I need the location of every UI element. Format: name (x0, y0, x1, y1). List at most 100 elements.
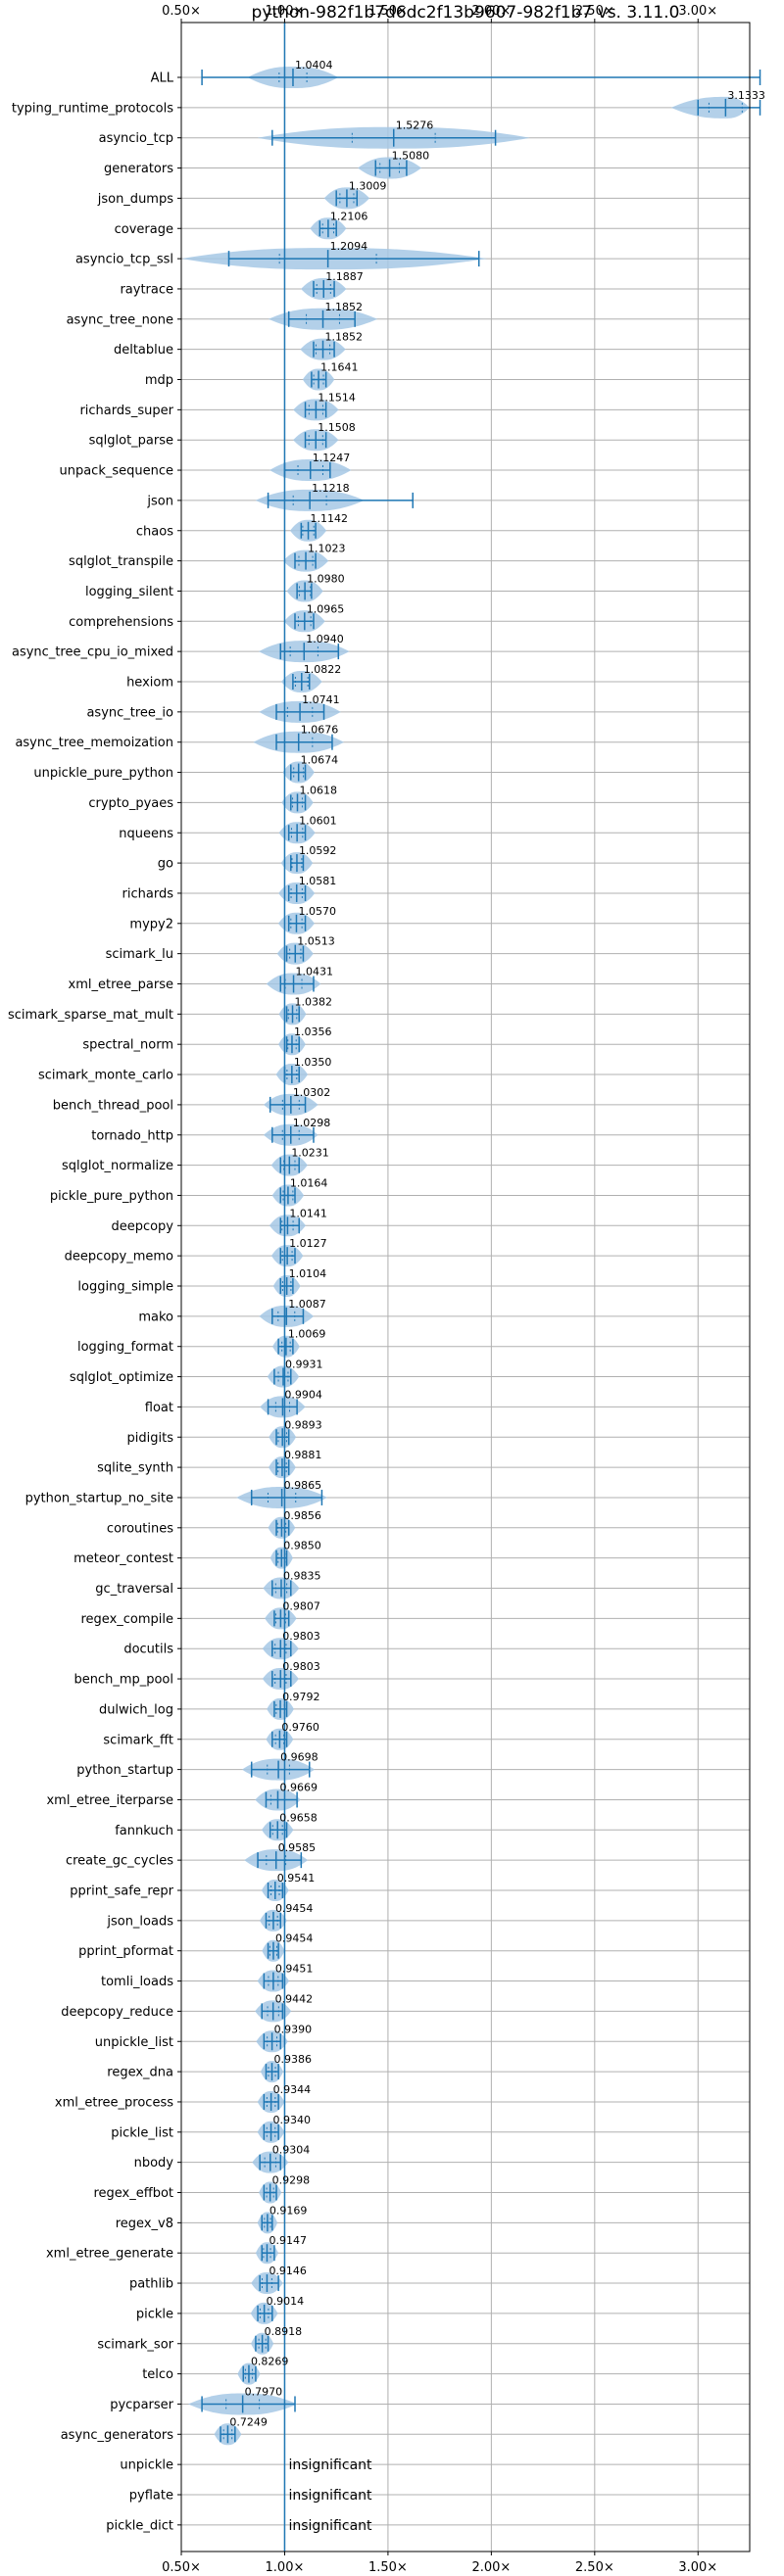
y-tick-label: mypy2 (129, 917, 173, 931)
value-label: 1.0601 (299, 814, 337, 827)
y-tick-label: pyflate (129, 2489, 173, 2504)
x-tick-label-bottom: 1.50× (368, 2560, 408, 2575)
y-tick-label: float (145, 1401, 173, 1415)
value-label: 0.9669 (279, 1781, 318, 1793)
value-label: 0.9298 (272, 2174, 311, 2187)
value-label: 0.9881 (284, 1449, 322, 1461)
y-tick-label: coroutines (107, 1521, 173, 1536)
y-tick-label: xml_etree_generate (46, 2247, 173, 2262)
y-tick-label: dulwich_log (99, 1702, 173, 1717)
y-tick-label: raytrace (120, 282, 173, 297)
x-tick-label-top: 1.50× (368, 4, 408, 19)
value-label: 0.9904 (284, 1388, 322, 1401)
y-tick-label: bench_thread_pool (53, 1098, 173, 1113)
y-tick-label: richards (122, 886, 174, 901)
value-label: 1.0404 (295, 59, 333, 72)
value-label: 0.9803 (282, 1660, 320, 1673)
value-label: 1.0141 (289, 1207, 327, 1219)
marks-layer (201, 69, 761, 2444)
value-label: 0.9835 (283, 1570, 321, 1583)
y-tick-label: gc_traversal (95, 1582, 173, 1597)
y-tick-label: regex_compile (80, 1612, 173, 1627)
value-label: 1.0431 (296, 966, 334, 978)
y-tick-label: json_dumps (97, 192, 173, 207)
y-tick-label: xml_etree_iterparse (46, 1793, 173, 1808)
value-label: 1.0674 (301, 754, 339, 767)
x-tick-label-bottom: 2.00× (471, 2560, 511, 2575)
value-label: 1.3009 (349, 179, 387, 192)
y-tick-label: sqlite_synth (97, 1461, 173, 1476)
value-label: 1.1514 (318, 391, 356, 404)
value-label: 1.0592 (299, 844, 337, 857)
y-tick-label: pprint_safe_repr (70, 1884, 173, 1899)
y-tick-label: pickle (136, 2307, 173, 2321)
x-tick-label-bottom: 2.50× (575, 2560, 614, 2575)
y-tick-label: asyncio_tcp (99, 131, 173, 146)
y-tick-label: xml_etree_process (55, 2095, 173, 2110)
tick-label-layer: 0.50× 0.50× 1.00× 1.00× 1.50× 1.50× 2.00× 2.00×… (8, 4, 717, 2575)
x-tick-label-top: 1.00× (266, 4, 305, 19)
value-label: 0.9856 (283, 1509, 321, 1522)
y-tick-label: telco (142, 2367, 173, 2382)
y-tick-label: scimark_lu (106, 947, 173, 962)
y-tick-label: create_gc_cycles (66, 1854, 173, 1869)
y-tick-label: unpickle_pure_python (33, 766, 173, 781)
value-label: 1.0298 (293, 1117, 331, 1129)
value-label: 0.9865 (284, 1479, 322, 1492)
x-tick-label-top: 3.00× (678, 4, 717, 19)
value-label: 1.1023 (308, 543, 346, 555)
value-label: 0.8269 (251, 2356, 288, 2368)
y-tick-label: nbody (134, 2156, 174, 2171)
value-label: 1.0302 (293, 1086, 331, 1099)
value-label: 1.0087 (288, 1298, 326, 1311)
y-tick-label: python_startup (76, 1763, 173, 1778)
y-tick-label: pickle_pure_python (50, 1189, 173, 1204)
value-label: 1.0980 (307, 572, 345, 585)
y-tick-label: sqlglot_transpile (69, 554, 173, 569)
value-label: 1.1142 (311, 512, 349, 525)
value-label: 1.0069 (288, 1328, 326, 1341)
y-tick-label: crypto_pyaes (88, 796, 173, 811)
value-label: 0.9792 (282, 1691, 320, 1703)
value-label: 1.1641 (320, 361, 359, 374)
value-label: 0.9454 (275, 1902, 314, 1915)
value-label: 1.0164 (290, 1176, 328, 1189)
y-tick-label: async_tree_memoization (15, 736, 173, 750)
value-label: 1.0104 (289, 1267, 327, 1280)
y-tick-label: sqlglot_parse (89, 434, 173, 449)
y-tick-label: spectral_norm (82, 1038, 173, 1053)
value-label: 0.9344 (273, 2083, 312, 2096)
insignificant-label: insignificant (288, 2457, 372, 2473)
y-tick-label: comprehensions (69, 615, 173, 630)
value-label: 1.0581 (299, 875, 337, 887)
value-label: 0.9585 (278, 1841, 317, 1854)
y-tick-label: richards_super (79, 404, 173, 418)
chart-title: python-982f1b7d6dc2f13b9607-982f1b7 vs. … (252, 3, 680, 23)
y-tick-label: mako (138, 1310, 173, 1324)
value-label-layer: 1.0404 3.1333 1.5276 1.5080 1.3009 1.2106 1.20… (229, 59, 764, 2534)
value-label: 0.9169 (270, 2204, 308, 2217)
value-label: 1.0127 (289, 1237, 327, 1250)
y-tick-label: deepcopy_reduce (61, 2005, 173, 2020)
y-tick-label: meteor_contest (74, 1551, 173, 1566)
value-label: 0.9803 (282, 1630, 320, 1643)
x-tick-label-top: 2.50× (575, 4, 614, 19)
y-tick-label: unpickle (120, 2458, 173, 2473)
value-label: 1.0356 (294, 1026, 332, 1038)
y-tick-label: unpickle_list (95, 2035, 173, 2050)
y-tick-label: pycparser (110, 2398, 173, 2412)
y-tick-label: pathlib (129, 2277, 173, 2292)
y-tick-label: scimark_sparse_mat_mult (8, 1008, 173, 1023)
y-tick-label: async_tree_cpu_io_mixed (12, 645, 173, 660)
y-tick-label: async_tree_io (86, 705, 173, 720)
y-tick-label: deepcopy_memo (65, 1250, 173, 1264)
value-label: 1.0513 (297, 935, 335, 948)
value-label: 0.9304 (272, 2144, 311, 2157)
y-tick-label: typing_runtime_protocols (12, 101, 173, 116)
y-tick-label: generators (104, 162, 173, 176)
value-label: 1.0822 (304, 663, 342, 676)
value-label: 1.0382 (295, 995, 333, 1008)
y-tick-label: regex_effbot (93, 2186, 173, 2201)
value-label: 1.0618 (299, 784, 337, 796)
